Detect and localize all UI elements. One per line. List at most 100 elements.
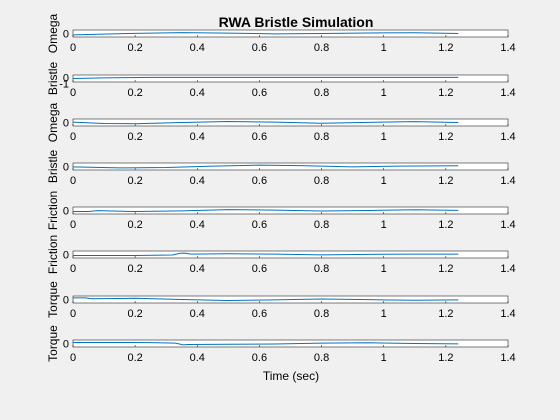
x-tick-label: 0.2 (127, 42, 142, 54)
x-axis-label: Time (sec) (263, 369, 319, 383)
x-tick-label: 0.8 (314, 308, 329, 320)
x-tick-label: 0.2 (127, 352, 142, 364)
x-tick-label: 1.4 (500, 175, 515, 187)
y-axis-label: Omega (46, 103, 60, 143)
chart-title: RWA Bristle Simulation (219, 14, 374, 30)
x-tick-label: 0.6 (252, 308, 267, 320)
y-axis-label: Omega (46, 14, 60, 54)
x-tick-label: 1 (381, 219, 387, 231)
x-tick-label: 0.2 (127, 87, 142, 99)
x-tick-label: 1.4 (500, 352, 515, 364)
series-line-1 (73, 209, 459, 213)
series-line-1 (72, 120, 459, 125)
x-tick-label: 1 (381, 308, 387, 320)
y-axis-label: Friction (46, 235, 60, 274)
x-tick-label: 0 (70, 175, 76, 187)
x-tick-label: 1.4 (500, 87, 515, 99)
series-line-1 (72, 32, 459, 36)
series-line-1 (73, 252, 459, 257)
x-tick-label: 0.6 (252, 87, 267, 99)
x-tick-label: 1.2 (438, 219, 453, 231)
x-tick-label: 0.6 (252, 352, 267, 364)
x-tick-label: 0.8 (314, 42, 329, 54)
x-tick-label: 0.2 (127, 131, 142, 143)
x-tick-label: 0.4 (190, 42, 205, 54)
x-tick-label: 0.8 (314, 87, 329, 99)
x-tick-label: 0 (70, 219, 76, 231)
x-tick-label: 0.8 (314, 175, 329, 187)
x-tick-label: 0.8 (314, 352, 329, 364)
x-tick-label: 1 (381, 352, 387, 364)
x-tick-label: 0.6 (252, 175, 267, 187)
y-tick-label: 0 (63, 206, 69, 218)
x-tick-label: 0.8 (314, 219, 329, 231)
x-tick-label: 1.4 (500, 219, 515, 231)
x-tick-label: 1.2 (438, 175, 453, 187)
x-tick-label: 0.2 (127, 175, 142, 187)
y-axis-label: Friction (46, 191, 60, 230)
y-tick-label: 0 (63, 339, 69, 351)
axes-box (72, 162, 509, 171)
y-tick-label: 0 (63, 29, 69, 41)
x-tick-label: 0.8 (314, 263, 329, 275)
y-tick-label: 0 (63, 162, 69, 174)
x-tick-label: 1.2 (438, 263, 453, 275)
x-tick-label: 0.4 (190, 352, 205, 364)
x-tick-label: 1 (381, 87, 387, 99)
axes-box (72, 74, 509, 83)
y-tick-label: 0 (63, 118, 69, 130)
x-tick-label: 1.2 (438, 352, 453, 364)
y-tick-label: 0 (63, 250, 69, 262)
x-tick-label: 1 (381, 263, 387, 275)
series-line-1 (72, 164, 459, 169)
x-tick-label: 0 (70, 352, 76, 364)
y-tick-label: 0 (63, 295, 69, 307)
x-tick-label: 0 (70, 308, 76, 320)
x-tick-label: 0.4 (190, 219, 205, 231)
x-tick-label: 1 (381, 175, 387, 187)
x-tick-label: 1.4 (500, 308, 515, 320)
y-axis-label: Torque (46, 325, 60, 362)
x-tick-label: 0.4 (190, 175, 205, 187)
x-tick-label: 0 (70, 131, 76, 143)
series-line-1 (73, 297, 459, 302)
x-tick-label: 0.4 (190, 308, 205, 320)
x-tick-label: 0.6 (252, 219, 267, 231)
y-axis-label: Torque (46, 281, 60, 318)
x-tick-label: 1.2 (438, 42, 453, 54)
series-line-1 (73, 341, 459, 346)
x-tick-label: 0 (70, 263, 76, 275)
x-tick-label: 0 (70, 87, 76, 99)
x-tick-label: 0.4 (190, 87, 205, 99)
x-tick-label: 0.8 (314, 131, 329, 143)
x-tick-label: 1 (381, 42, 387, 54)
x-tick-label: 1.4 (500, 42, 515, 54)
x-tick-label: 0.6 (252, 42, 267, 54)
y-axis-label: Bristle (46, 150, 60, 184)
x-tick-label: 0.4 (190, 263, 205, 275)
x-tick-label: 0.2 (127, 308, 142, 320)
x-tick-label: 1.2 (438, 131, 453, 143)
y-tick-label: 0 (63, 73, 69, 85)
y-tick-label: -1 (59, 79, 69, 91)
x-tick-label: 0.6 (252, 263, 267, 275)
x-tick-label: 1 (381, 131, 387, 143)
x-tick-label: 1.4 (500, 131, 515, 143)
x-tick-label: 1.2 (438, 87, 453, 99)
y-axis-label: Bristle (46, 62, 60, 96)
x-tick-label: 0.2 (127, 219, 142, 231)
x-tick-label: 0.4 (190, 131, 205, 143)
x-tick-label: 1.2 (438, 308, 453, 320)
x-tick-label: 1.4 (500, 263, 515, 275)
x-tick-label: 0 (70, 42, 76, 54)
